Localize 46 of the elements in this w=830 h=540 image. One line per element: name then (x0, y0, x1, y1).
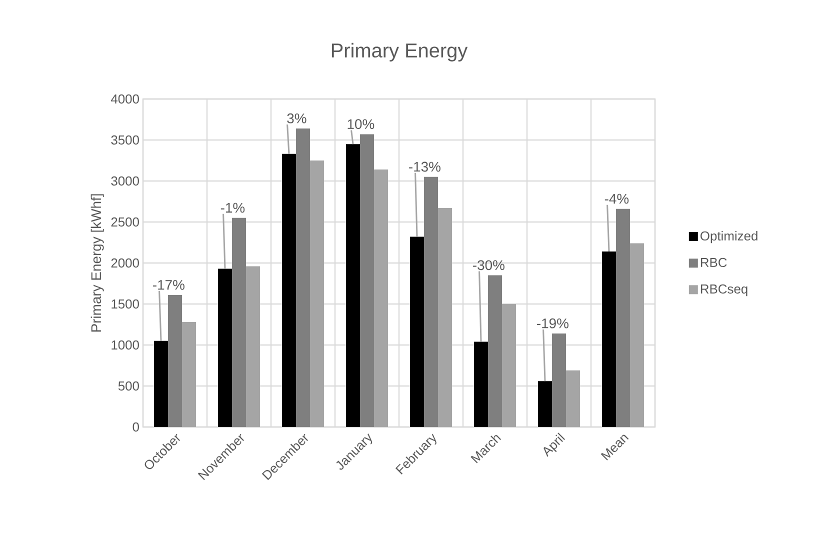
bar (360, 134, 374, 427)
bar (282, 154, 296, 427)
y-tick-label: 3000 (111, 176, 139, 186)
bar (232, 218, 246, 427)
bar (296, 128, 310, 427)
annotation: -13% (409, 162, 440, 172)
bar (424, 176, 438, 427)
bar (374, 170, 388, 427)
bar (154, 340, 168, 427)
bar (474, 342, 488, 427)
y-tick-label: 0 (132, 422, 139, 432)
annotation: -30% (473, 260, 504, 270)
bar (630, 243, 644, 427)
annotation: -17% (153, 280, 184, 290)
bar (488, 275, 502, 427)
y-tick-label: 3500 (111, 135, 139, 145)
y-axis-title: Primary Energy [kWhf] (90, 194, 104, 332)
annotation: -4% (604, 194, 629, 204)
bar (438, 208, 452, 427)
y-tick-label: 1500 (112, 299, 139, 309)
bar (538, 381, 552, 427)
bar (566, 370, 580, 427)
bar (346, 144, 360, 427)
annotation: 3% (287, 113, 306, 124)
bar (552, 334, 566, 427)
annotation: -19% (537, 318, 568, 328)
y-tick-label: 2000 (111, 258, 139, 268)
bar (182, 322, 196, 427)
chart-title: Primary Energy (332, 42, 468, 62)
annotation: 10% (348, 119, 374, 130)
annotation: -1% (220, 202, 245, 213)
y-tick-label: 2500 (111, 217, 139, 227)
y-tick-label: 4000 (110, 94, 139, 104)
bar (246, 266, 260, 427)
bar (168, 294, 182, 427)
bar (502, 304, 516, 427)
bar (218, 268, 232, 427)
bar (310, 160, 324, 427)
bar (616, 208, 630, 427)
y-tick-label: 1000 (112, 340, 139, 350)
legend-label: Optimized (700, 231, 758, 244)
bar (410, 236, 424, 427)
legend-label: RBCseq (700, 284, 748, 296)
bar (602, 252, 616, 427)
legend-label: RBC (700, 258, 727, 268)
y-tick-label: 500 (118, 381, 139, 391)
